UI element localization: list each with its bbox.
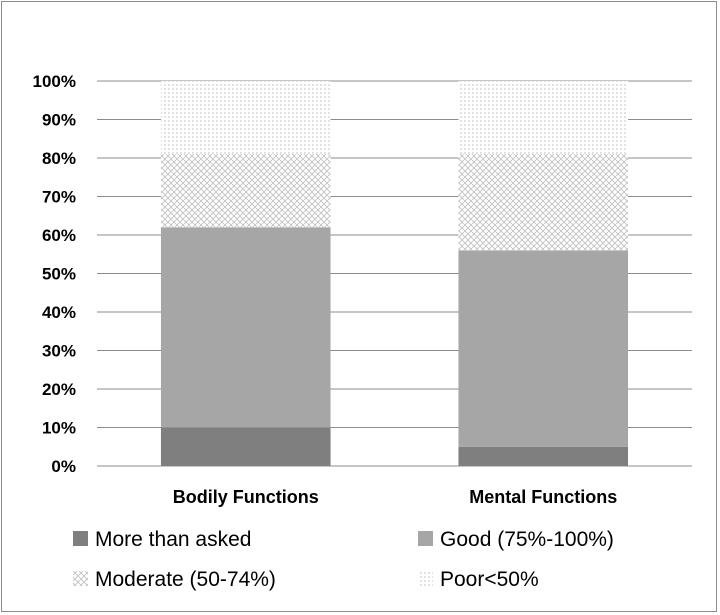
bar-segment <box>160 154 331 228</box>
legend-label: Moderate (50-74%) <box>95 568 276 591</box>
legend: More than asked Good (75%-100%) Moderate (… <box>73 528 614 591</box>
category-label: Bodily Functions <box>173 487 319 507</box>
legend-label: Good (75%-100%) <box>440 528 614 551</box>
bar-stacks <box>160 81 629 466</box>
bar-segment <box>458 446 629 466</box>
bar-segment <box>160 427 331 466</box>
y-tick-label: 80% <box>42 149 76 168</box>
y-tick-label: 20% <box>42 380 76 399</box>
y-tick-label: 50% <box>42 265 76 284</box>
legend-swatch <box>73 571 88 586</box>
bar-segment <box>458 250 629 447</box>
category-labels: Bodily Functions Mental Functions <box>173 487 618 507</box>
y-tick-label: 10% <box>42 419 76 438</box>
legend-label: Poor<50% <box>440 568 539 591</box>
y-tick-label: 100% <box>33 72 76 91</box>
legend-label: More than asked <box>95 528 251 551</box>
bar-segment <box>458 154 629 251</box>
y-tick-label: 70% <box>42 188 76 207</box>
y-tick-label: 40% <box>42 303 76 322</box>
bar-segment <box>160 227 331 428</box>
legend-swatch <box>418 571 433 586</box>
y-tick-labels: 0% 10% 20% 30% 40% 50% 60% 70% 80% 90% 100% <box>33 72 76 476</box>
legend-swatch <box>418 531 433 546</box>
bar-segment <box>458 81 629 155</box>
y-tick-label: 60% <box>42 226 76 245</box>
y-tick-label: 30% <box>42 342 76 361</box>
category-label: Mental Functions <box>469 487 617 507</box>
legend-swatch <box>73 531 88 546</box>
bar-segment <box>160 81 331 155</box>
y-tick-label: 0% <box>51 457 76 476</box>
y-tick-label: 90% <box>42 111 76 130</box>
